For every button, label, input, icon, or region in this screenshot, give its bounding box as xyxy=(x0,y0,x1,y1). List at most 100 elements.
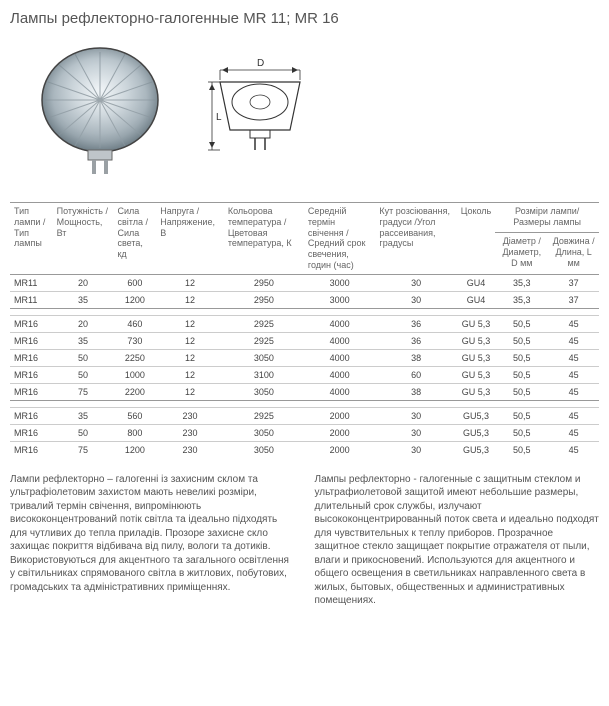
cell-power: 50 xyxy=(53,424,114,441)
cell-type: MR16 xyxy=(10,407,53,424)
cell-temp: 2925 xyxy=(224,332,304,349)
cell-volt: 12 xyxy=(156,291,224,308)
cell-base: GU5,3 xyxy=(457,407,495,424)
table-row: MR16355602302925200030GU5,350,545 xyxy=(10,407,599,424)
th-power: Потужність /Мощность, Вт xyxy=(53,203,114,275)
th-temp: Кольорова температура /Цветовая температ… xyxy=(224,203,304,275)
cell-volt: 12 xyxy=(156,274,224,291)
group-spacer xyxy=(10,400,599,407)
cell-life: 2000 xyxy=(304,441,376,458)
cell-diam: 50,5 xyxy=(495,407,548,424)
text-left: Лампи рефлекторно – галогенні із захисни… xyxy=(10,473,295,608)
table-row: MR1635730122925400036GU 5,350,545 xyxy=(10,332,599,349)
cell-life: 4000 xyxy=(304,332,376,349)
cell-power: 35 xyxy=(53,291,114,308)
cell-len: 45 xyxy=(548,441,599,458)
spec-table: Тип лампи /Тип лампы Потужність /Мощност… xyxy=(10,202,599,458)
cell-power: 35 xyxy=(53,407,114,424)
cell-power: 50 xyxy=(53,349,114,366)
cell-life: 4000 xyxy=(304,366,376,383)
cell-temp: 2950 xyxy=(224,274,304,291)
cell-temp: 3050 xyxy=(224,349,304,366)
cell-base: GU 5,3 xyxy=(457,315,495,332)
cell-angle: 38 xyxy=(375,383,456,400)
cell-temp: 3050 xyxy=(224,441,304,458)
text-columns: Лампи рефлекторно – галогенні із захисни… xyxy=(10,473,599,608)
table-body: MR1120600122950300030GU435,337MR11351200… xyxy=(10,274,599,458)
cell-angle: 30 xyxy=(375,441,456,458)
cell-angle: 60 xyxy=(375,366,456,383)
cell-life: 4000 xyxy=(304,383,376,400)
th-life: Середній термін свічення /Средний срок с… xyxy=(304,203,376,275)
th-base: Цоколь xyxy=(457,203,495,275)
cell-type: MR16 xyxy=(10,424,53,441)
cell-len: 37 xyxy=(548,274,599,291)
cell-diam: 50,5 xyxy=(495,349,548,366)
image-row: D L xyxy=(10,42,599,182)
cell-type: MR16 xyxy=(10,349,53,366)
cell-len: 37 xyxy=(548,291,599,308)
cell-type: MR16 xyxy=(10,441,53,458)
text-right: Лампы рефлекторно - галогенные с защитны… xyxy=(315,473,600,608)
cell-angle: 38 xyxy=(375,349,456,366)
cell-angle: 36 xyxy=(375,315,456,332)
th-angle: Кут розсіювання, градуси /Угол рассеиван… xyxy=(375,203,456,275)
lamp-photo xyxy=(30,42,170,182)
cell-life: 4000 xyxy=(304,315,376,332)
diagram-l-label: L xyxy=(216,112,222,123)
cell-base: GU4 xyxy=(457,291,495,308)
cell-temp: 2925 xyxy=(224,407,304,424)
page-title: Лампы рефлекторно-галогенные MR 11; MR 1… xyxy=(10,10,599,27)
cell-base: GU 5,3 xyxy=(457,349,495,366)
cell-temp: 3050 xyxy=(224,424,304,441)
cell-power: 35 xyxy=(53,332,114,349)
cell-diam: 35,3 xyxy=(495,274,548,291)
cell-power: 20 xyxy=(53,274,114,291)
cell-power: 75 xyxy=(53,441,114,458)
cell-base: GU4 xyxy=(457,274,495,291)
cell-len: 45 xyxy=(548,366,599,383)
cell-volt: 12 xyxy=(156,332,224,349)
cell-diam: 50,5 xyxy=(495,424,548,441)
cell-type: MR16 xyxy=(10,383,53,400)
table-row: MR1120600122950300030GU435,337 xyxy=(10,274,599,291)
cell-type: MR16 xyxy=(10,332,53,349)
table-row: MR11351200122950300030GU435,337 xyxy=(10,291,599,308)
cell-len: 45 xyxy=(548,383,599,400)
cell-power: 20 xyxy=(53,315,114,332)
lamp-diagram: D L xyxy=(200,52,320,172)
table-row: MR16501000123100400060GU 5,350,545 xyxy=(10,366,599,383)
cell-life: 2000 xyxy=(304,407,376,424)
cell-temp: 3100 xyxy=(224,366,304,383)
cell-len: 45 xyxy=(548,332,599,349)
cell-volt: 12 xyxy=(156,366,224,383)
cell-lum: 560 xyxy=(113,407,156,424)
cell-temp: 2950 xyxy=(224,291,304,308)
cell-len: 45 xyxy=(548,315,599,332)
cell-diam: 50,5 xyxy=(495,315,548,332)
cell-life: 4000 xyxy=(304,349,376,366)
cell-lum: 1200 xyxy=(113,441,156,458)
cell-life: 3000 xyxy=(304,274,376,291)
th-lum: Сила світла /Сила света, кд xyxy=(113,203,156,275)
cell-angle: 30 xyxy=(375,274,456,291)
cell-power: 75 xyxy=(53,383,114,400)
cell-life: 3000 xyxy=(304,291,376,308)
cell-angle: 30 xyxy=(375,407,456,424)
cell-type: MR16 xyxy=(10,315,53,332)
th-dims: Розміри лампи/Размеры лампы xyxy=(495,203,599,233)
table-row: MR16508002303050200030GU5,350,545 xyxy=(10,424,599,441)
cell-life: 2000 xyxy=(304,424,376,441)
th-volt: Напруга /Напряжение, В xyxy=(156,203,224,275)
cell-lum: 2200 xyxy=(113,383,156,400)
cell-volt: 230 xyxy=(156,441,224,458)
cell-diam: 50,5 xyxy=(495,441,548,458)
cell-lum: 1200 xyxy=(113,291,156,308)
table-row: MR1620460122925400036GU 5,350,545 xyxy=(10,315,599,332)
cell-type: MR16 xyxy=(10,366,53,383)
cell-type: MR11 xyxy=(10,274,53,291)
cell-base: GU 5,3 xyxy=(457,332,495,349)
cell-volt: 12 xyxy=(156,349,224,366)
cell-volt: 12 xyxy=(156,383,224,400)
cell-angle: 30 xyxy=(375,291,456,308)
